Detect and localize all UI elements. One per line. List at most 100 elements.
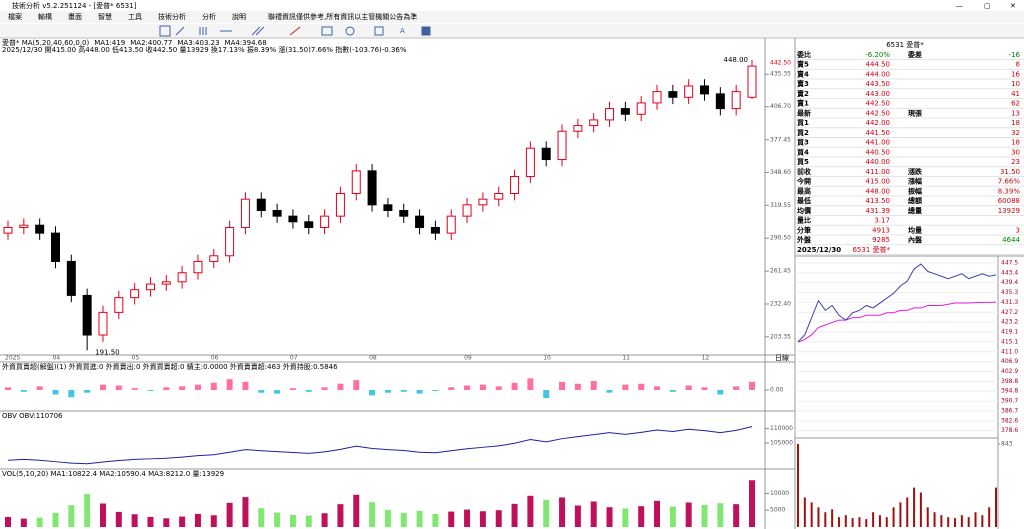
- y-tick-label: 377.45: [770, 136, 791, 143]
- candle-body: [66, 260, 76, 296]
- menu-item[interactable]: 檔案: [8, 12, 22, 21]
- tool-icon[interactable]: [159, 25, 171, 37]
- bar: [289, 514, 296, 527]
- y-tick-label: 398.8: [1001, 378, 1018, 385]
- quote-value: 440.50: [866, 148, 891, 156]
- bar: [305, 515, 312, 527]
- tool-icon[interactable]: [175, 26, 185, 36]
- bar: [590, 501, 597, 527]
- bar: [432, 390, 439, 391]
- bar: [543, 390, 550, 399]
- quote-value: 3: [1016, 226, 1020, 234]
- quote-value: 18: [1011, 139, 1020, 147]
- bar: [669, 506, 676, 527]
- bar: [115, 385, 122, 390]
- menu-item[interactable]: 說明: [232, 12, 246, 21]
- bar: [369, 502, 376, 527]
- indicator-legend: MA1:419: [94, 39, 125, 47]
- bar: [717, 503, 724, 527]
- y-tick-label: 232.40: [770, 301, 791, 308]
- x-tick-label: 07: [290, 355, 298, 362]
- notice: 聯禮資訊僅供參考,所有資訊以主管機關公告為準: [268, 12, 417, 21]
- quote-label: 總額: [908, 196, 922, 205]
- bar: [749, 381, 755, 390]
- bar: [163, 518, 170, 527]
- quote-value: 442.50: [866, 109, 891, 117]
- candle-body: [446, 215, 456, 234]
- bar: [685, 385, 692, 390]
- y-tick-label: 843: [1001, 441, 1013, 448]
- candle-body: [3, 226, 13, 234]
- y-tick-label: 406.70: [770, 103, 791, 110]
- tool-icon[interactable]: [421, 26, 431, 36]
- candle-body: [335, 193, 345, 217]
- quote-value: 444.00: [866, 70, 891, 78]
- maximize[interactable]: ▢: [984, 2, 991, 10]
- bar: [274, 512, 281, 527]
- bar: [384, 390, 391, 393]
- x-tick-label: 11: [622, 355, 630, 362]
- quote-label: 均量: [908, 225, 922, 234]
- quote-value: -6.20%: [865, 51, 890, 59]
- quote-value: 16: [1011, 70, 1020, 78]
- quote-value: 4913: [872, 226, 890, 234]
- tool-icon[interactable]: [289, 26, 301, 36]
- candle-body: [510, 176, 520, 195]
- quote-value: 443.00: [866, 90, 891, 98]
- quote-value: 23: [1011, 158, 1020, 166]
- menu-item[interactable]: 輸構: [38, 12, 52, 21]
- bar: [464, 385, 471, 390]
- menu-item[interactable]: 分析: [202, 12, 216, 21]
- candle-body: [557, 130, 567, 161]
- bar: [448, 511, 455, 527]
- bar: [669, 390, 676, 392]
- volume-bar: [995, 487, 997, 527]
- tool-icon[interactable]: [199, 27, 207, 35]
- y-tick-label: 447.5: [1001, 259, 1018, 266]
- quote-label: 2025/12/30: [797, 246, 841, 254]
- volume-bar: [940, 515, 943, 527]
- close[interactable]: ✕: [1010, 2, 1016, 10]
- bar: [163, 387, 170, 390]
- candle-body: [415, 215, 425, 228]
- volume-bar: [919, 492, 922, 527]
- min-label: 191.50: [95, 348, 120, 356]
- candle-body: [114, 297, 124, 313]
- panel-header: VOL(5,10,20) MA1:10822.4 MA2:10590.4 MA3…: [2, 470, 224, 478]
- quote-value: 30: [1011, 148, 1020, 156]
- y-tick-label: 290.50: [770, 235, 791, 242]
- bar: [194, 513, 201, 527]
- tool-icon[interactable]: [345, 26, 355, 36]
- menu-item[interactable]: 畫面: [68, 12, 82, 21]
- menu-item[interactable]: 工具: [128, 13, 142, 21]
- menu-item[interactable]: 技術分析: [158, 12, 186, 21]
- candle-body: [589, 119, 599, 127]
- y-tick-label: 348.60: [770, 169, 791, 176]
- volume-bar: [885, 517, 888, 527]
- bar: [289, 388, 296, 390]
- candle-body: [462, 204, 472, 217]
- bar: [147, 390, 154, 391]
- minimize[interactable]: —: [956, 2, 963, 10]
- tool-icon[interactable]: [374, 26, 384, 36]
- tool-icon[interactable]: [321, 26, 333, 36]
- quote-value: 8.39%: [998, 187, 1021, 195]
- volume-bar: [851, 518, 854, 527]
- menu-bar: [0, 11, 1024, 23]
- bar: [258, 390, 265, 393]
- y-tick-label: 319.55: [770, 202, 791, 209]
- quote-label: 前收: [797, 167, 812, 176]
- volume-bar: [960, 515, 963, 527]
- bar: [20, 518, 27, 527]
- menu-item[interactable]: 智慧: [98, 12, 112, 21]
- y-tick-label: 203.35: [770, 333, 791, 340]
- quote-label: 外盤: [797, 235, 812, 244]
- bar: [479, 384, 486, 390]
- y-tick-label: 0.00: [770, 387, 784, 394]
- tool-icon[interactable]: [251, 26, 265, 36]
- bar: [274, 390, 281, 394]
- tool-icon[interactable]: A: [400, 27, 405, 35]
- quote-value: 443.50: [866, 80, 891, 88]
- bar: [337, 504, 344, 527]
